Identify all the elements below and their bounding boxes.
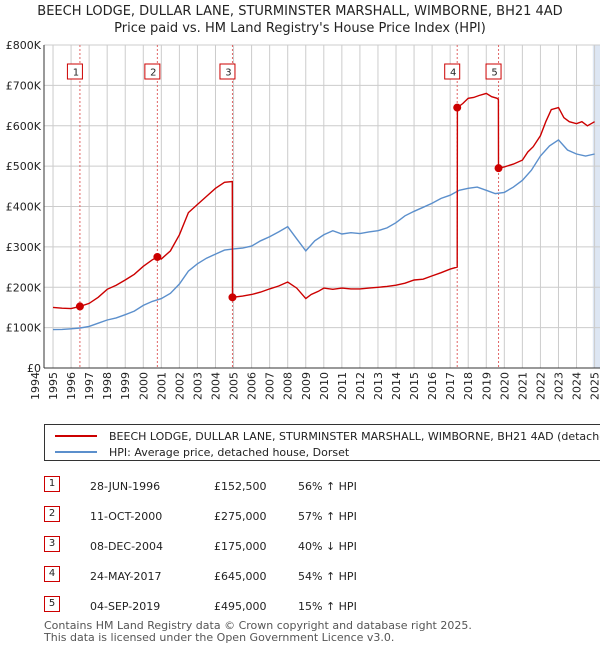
sale-point (228, 293, 237, 302)
x-tick-label: 1998 (101, 372, 114, 400)
x-tick-label: 1995 (47, 372, 60, 400)
sale-marker-number: 2 (150, 68, 156, 79)
sale-number: 1 (44, 476, 60, 492)
sale-hpi-diff: 57% ↑ HPI (298, 510, 357, 523)
sale-point (153, 252, 162, 261)
y-tick-label: £600K (6, 120, 42, 133)
sale-hpi-diff: 54% ↑ HPI (298, 570, 357, 583)
footer-licence: This data is licensed under the Open Gov… (44, 631, 395, 644)
y-tick-label: £800K (6, 39, 42, 52)
x-tick-label: 2015 (408, 372, 421, 400)
sale-hpi-diff: 40% ↓ HPI (298, 540, 357, 553)
legend-swatch-property (55, 435, 97, 437)
legend-item-property: BEECH LODGE, DULLAR LANE, STURMINSTER MA… (55, 428, 600, 444)
legend-label-hpi: HPI: Average price, detached house, Dors… (109, 445, 350, 459)
sale-hpi-diff: 56% ↑ HPI (298, 480, 357, 493)
sale-number: 2 (44, 506, 60, 522)
hpi-line (52, 138, 595, 331)
x-tick-label: 2004 (209, 372, 222, 400)
sale-marker-box (219, 63, 236, 80)
sale-marker-number: 1 (73, 68, 79, 79)
x-tick-label: 2020 (498, 372, 511, 400)
sale-price: £275,000 (214, 510, 267, 523)
x-tick-label: 2006 (246, 372, 259, 400)
x-tick-label: 2003 (191, 372, 204, 400)
sale-date: 24-MAY-2017 (90, 570, 162, 583)
y-tick-label: £400K (6, 201, 42, 214)
sale-point (494, 164, 503, 173)
sale-row: 1 28-JUN-1996 £152,500 56% ↑ HPI (0, 476, 600, 498)
x-tick-label: 2024 (571, 372, 584, 400)
sale-marker-box (144, 63, 161, 80)
sale-marker-box (444, 63, 461, 80)
sale-price: £175,000 (214, 540, 267, 553)
sale-price: £495,000 (214, 600, 267, 613)
x-tick-label: 2013 (372, 372, 385, 400)
y-tick-label: £100K (6, 322, 42, 335)
sale-marker-box (485, 63, 502, 80)
x-tick-label: 2001 (155, 372, 168, 400)
sale-row: 2 11-OCT-2000 £275,000 57% ↑ HPI (0, 506, 600, 528)
x-tick-label: 2025 (589, 372, 600, 400)
x-tick-label: 2018 (462, 372, 475, 400)
x-tick-label: 2017 (444, 372, 457, 400)
sale-marker-number: 4 (450, 68, 456, 79)
x-tick-label: 1996 (65, 372, 78, 400)
price-chart: 1 2 3 4 5 £0 £100K £200K £300K £400K £500K £600K £70… (6, 39, 600, 400)
x-tick-label: 2016 (426, 372, 439, 400)
sale-date: 08-DEC-2004 (90, 540, 164, 553)
x-tick-label: 2009 (300, 372, 313, 400)
y-tick-label: £0 (27, 362, 41, 375)
footer-copyright: Contains HM Land Registry data © Crown c… (44, 619, 472, 632)
y-tick-label: £700K (6, 79, 42, 92)
x-tick-label: 1997 (83, 372, 96, 400)
y-tick-label: £300K (6, 241, 42, 254)
x-tick-label: 2000 (137, 372, 150, 400)
x-tick-label: 2010 (318, 372, 331, 400)
y-tick-label: £200K (6, 281, 42, 294)
sale-marker-number: 3 (225, 68, 231, 79)
legend-swatch-hpi (55, 451, 97, 453)
x-tick-label: 2011 (336, 372, 349, 400)
sale-number: 3 (44, 536, 60, 552)
x-tick-label: 2005 (228, 372, 241, 400)
x-tick-label: 2019 (480, 372, 493, 400)
sale-price: £152,500 (214, 480, 267, 493)
chart-title-line2: Price paid vs. HM Land Registry's House … (114, 21, 486, 36)
x-tick-label: 2002 (173, 372, 186, 400)
legend-item-hpi: HPI: Average price, detached house, Dors… (55, 444, 349, 460)
sale-marker-number: 5 (491, 68, 497, 79)
x-tick-label: 2023 (552, 372, 565, 400)
legend: BEECH LODGE, DULLAR LANE, STURMINSTER MA… (44, 424, 600, 461)
sale-hpi-diff: 15% ↑ HPI (298, 600, 357, 613)
sale-row: 3 08-DEC-2004 £175,000 40% ↓ HPI (0, 536, 600, 558)
y-tick-label: £500K (6, 160, 42, 173)
chart-title-line1: BEECH LODGE, DULLAR LANE, STURMINSTER MA… (37, 4, 563, 19)
sale-marker-box (66, 63, 83, 80)
x-tick-label: 2007 (264, 372, 277, 400)
sale-point (453, 103, 462, 112)
x-tick-label: 2021 (516, 372, 529, 400)
x-tick-label: 1994 (29, 372, 42, 400)
legend-label-property: BEECH LODGE, DULLAR LANE, STURMINSTER MA… (109, 429, 600, 443)
x-tick-label: 2014 (390, 372, 403, 400)
sale-date: 28-JUN-1996 (90, 480, 161, 493)
sale-date: 11-OCT-2000 (90, 510, 163, 523)
x-tick-label: 2012 (354, 372, 367, 400)
sale-row: 5 04-SEP-2019 £495,000 15% ↑ HPI (0, 596, 600, 618)
sale-date: 04-SEP-2019 (90, 600, 161, 613)
x-tick-label: 2008 (282, 372, 295, 400)
x-tick-label: 2022 (534, 372, 547, 400)
sale-price: £645,000 (214, 570, 267, 583)
sale-number: 4 (44, 566, 60, 582)
sale-point (75, 302, 84, 311)
sale-row: 4 24-MAY-2017 £645,000 54% ↑ HPI (0, 566, 600, 588)
x-tick-label: 1999 (119, 372, 132, 400)
sale-number: 5 (44, 596, 60, 612)
